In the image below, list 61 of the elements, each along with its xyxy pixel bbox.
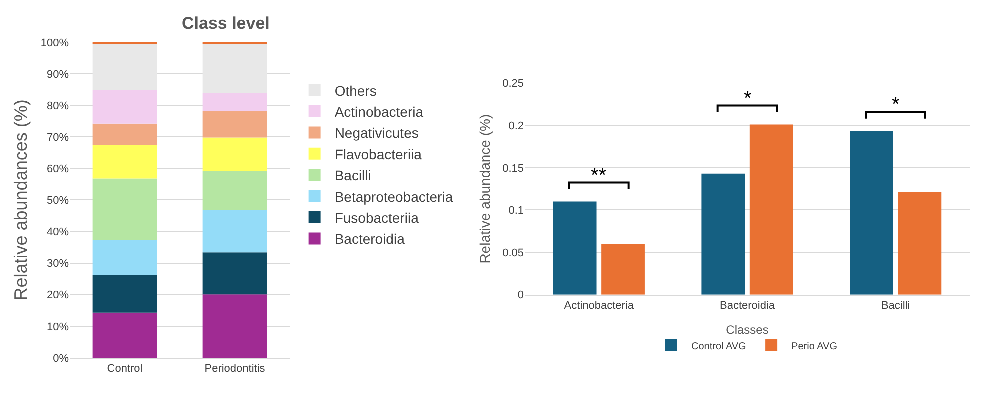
annotation: ** [591,165,607,187]
y-tick-label: 10% [46,321,70,334]
annotation: * [744,88,752,110]
annotation: * [892,94,900,116]
legend-label: Negativicutes [334,125,419,142]
bar [92,275,158,313]
chart-title: Class level [182,14,270,33]
bar [92,124,158,145]
legend-label: Perio AVG [792,341,838,352]
y-tick-label: 0.1 [508,205,524,218]
y-axis-title: Relative abundances (%) [11,100,32,301]
bar [92,240,158,276]
bar [750,124,794,295]
legend-label: Bacilli [334,168,372,184]
bar [92,44,158,90]
y-tick-label: 60% [46,164,70,176]
legend-label: Control AVG [692,341,747,352]
bar [202,294,268,358]
bar [702,174,746,295]
legend-label: Fusobacteriia [334,210,420,226]
y-tick-label: 0.2 [508,120,524,132]
bar [202,171,268,210]
bar [898,192,942,295]
y-tick-label: 30% [46,258,70,270]
y-tick-label: 0.05 [502,247,524,260]
y-tick-label: 70% [46,132,70,144]
y-tick-label: 90% [46,68,70,81]
y-tick-label: 0.15 [502,162,524,175]
y-tick-label: 0 [518,290,524,302]
x-tick-label: Bacteroidia [720,300,776,312]
bar [850,132,894,295]
bar [202,138,268,172]
y-tick-label: 40% [46,226,70,239]
bar [202,210,268,253]
y-axis-title: Relative abundance (%) [477,114,494,264]
bar [602,244,645,295]
bar [202,112,268,138]
legend-label: Flavobacteriia [334,146,422,162]
x-tick-label: Actinobacteria [564,300,635,312]
bar [92,144,158,179]
bar [553,202,597,295]
x-tick-label: Control [107,363,143,376]
bar [202,93,268,112]
bar [92,90,158,124]
bar [92,312,158,358]
legend-label: Actinobacteria [334,104,424,120]
y-tick-label: 80% [46,100,70,112]
y-tick-label: 50% [46,195,70,208]
x-axis-title: Classes [726,322,769,337]
y-tick-label: 0% [53,352,70,365]
y-tick-label: 20% [46,290,70,302]
bar [202,252,268,295]
y-tick-label: 100% [40,37,70,50]
legend-label: Betaproteobacteria [334,188,454,205]
y-tick-label: 0.25 [502,78,524,90]
bar [202,44,268,94]
bar [92,178,158,240]
x-tick-label: Bacilli [881,300,910,312]
x-tick-label: Periodontitis [204,363,266,376]
legend-label: Bacteroidia [334,231,406,248]
legend-label: Others [334,82,377,99]
